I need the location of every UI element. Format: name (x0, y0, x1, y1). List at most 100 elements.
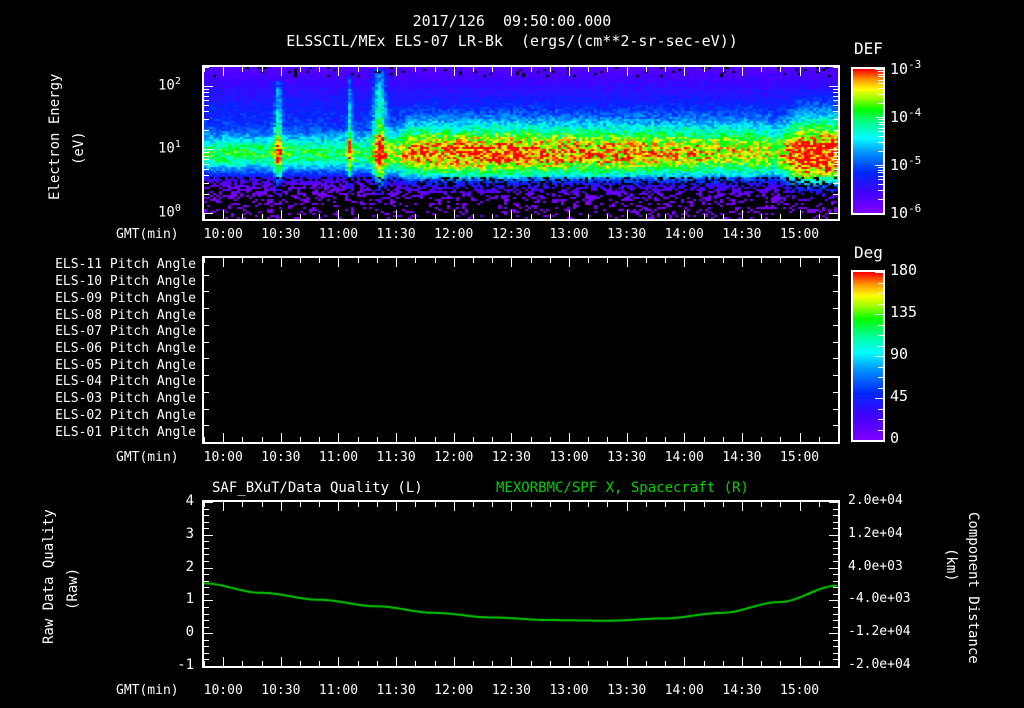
axis-tick (665, 258, 666, 263)
axis-tick (415, 67, 416, 72)
xtick-label: 13:30 (607, 683, 647, 698)
axis-tick (819, 502, 820, 507)
axis-tick (473, 258, 474, 263)
axis-tick (838, 214, 839, 219)
axis-tick (875, 314, 883, 315)
axis-tick (878, 335, 883, 336)
axis-tick (833, 409, 838, 410)
axis-tick (262, 437, 263, 442)
axis-tick (204, 437, 205, 442)
axis-tick (607, 437, 608, 442)
ytick-label: 101 (158, 139, 181, 158)
axis-tick (492, 67, 493, 72)
axis-tick (204, 535, 213, 536)
colorbar-def-frame (851, 67, 885, 215)
axis-tick (704, 67, 705, 72)
axis-tick (875, 69, 883, 70)
axis-tick (204, 640, 209, 641)
colorbar-tick-label: 10-4 (890, 106, 922, 126)
axis-tick (242, 661, 243, 666)
axis-tick (415, 502, 416, 507)
axis-tick (569, 502, 570, 511)
axis-tick (833, 425, 838, 426)
pitch-angle-row-label: ELS-10 Pitch Angle (55, 274, 196, 290)
axis-tick (684, 210, 685, 219)
panel-top-xaxis-label: GMT(min) (116, 227, 179, 242)
axis-tick (761, 258, 762, 263)
xtick-label: 10:30 (261, 450, 301, 465)
xtick-label: 10:00 (203, 450, 243, 465)
axis-tick (550, 437, 551, 442)
axis-tick (780, 502, 781, 507)
ytick-label-left: 0 (185, 624, 194, 641)
axis-tick (300, 214, 301, 219)
axis-tick (319, 258, 320, 263)
axis-tick (878, 151, 883, 152)
axis-tick (607, 502, 608, 507)
axis-tick (204, 86, 213, 87)
axis-tick (833, 130, 838, 131)
axis-tick (454, 657, 455, 666)
axis-tick (338, 657, 339, 666)
axis-tick (204, 515, 209, 516)
axis-tick (531, 437, 532, 442)
axis-tick (819, 67, 820, 72)
axis-tick (511, 210, 512, 219)
axis-tick (723, 258, 724, 263)
axis-tick (646, 258, 647, 263)
axis-tick (242, 67, 243, 72)
xtick-label: 10:00 (203, 227, 243, 242)
xtick-label: 11:30 (376, 683, 416, 698)
axis-tick (300, 67, 301, 72)
axis-tick (338, 502, 339, 511)
axis-tick (875, 356, 883, 357)
xtick-label: 10:30 (261, 227, 301, 242)
axis-tick (833, 105, 838, 106)
axis-tick (819, 661, 820, 666)
axis-tick (878, 377, 883, 378)
axis-tick (204, 291, 209, 292)
axis-tick (878, 190, 883, 191)
axis-tick (800, 258, 801, 267)
axis-tick (204, 666, 213, 667)
axis-tick (319, 502, 320, 507)
axis-tick (829, 502, 838, 503)
panel-top-ylabel-line2: (eV) (71, 131, 87, 165)
ytick-label-right: 2.0e+04 (848, 493, 903, 508)
axis-tick (204, 275, 209, 276)
axis-tick (338, 67, 339, 76)
axis-tick (204, 375, 209, 376)
axis-tick (665, 502, 666, 507)
axis-tick (665, 67, 666, 72)
axis-tick (833, 515, 838, 516)
axis-tick (435, 661, 436, 666)
axis-tick (204, 581, 209, 582)
colorbar-deg-frame (851, 270, 885, 442)
axis-tick (833, 614, 838, 615)
axis-tick (833, 653, 838, 654)
colorbar-def-title: DEF (854, 39, 883, 58)
axis-tick (377, 661, 378, 666)
axis-tick (833, 275, 838, 276)
axis-tick (878, 142, 883, 143)
panel-middle-xaxis-label: GMT(min) (116, 450, 179, 465)
axis-tick (204, 67, 205, 72)
axis-tick (454, 210, 455, 219)
axis-tick (204, 633, 213, 634)
axis-tick (569, 258, 570, 267)
axis-tick (396, 210, 397, 219)
axis-tick (878, 128, 883, 129)
axis-tick (878, 71, 883, 72)
axis-tick (204, 105, 209, 106)
axis-tick (204, 169, 209, 170)
axis-tick (204, 522, 209, 523)
axis-tick (588, 437, 589, 442)
axis-tick (204, 541, 209, 542)
axis-tick (684, 433, 685, 442)
axis-tick (627, 258, 628, 267)
axis-tick (204, 175, 209, 176)
axis-tick (204, 156, 209, 157)
axis-tick (435, 67, 436, 72)
axis-tick (838, 502, 839, 507)
axis-tick (435, 258, 436, 263)
